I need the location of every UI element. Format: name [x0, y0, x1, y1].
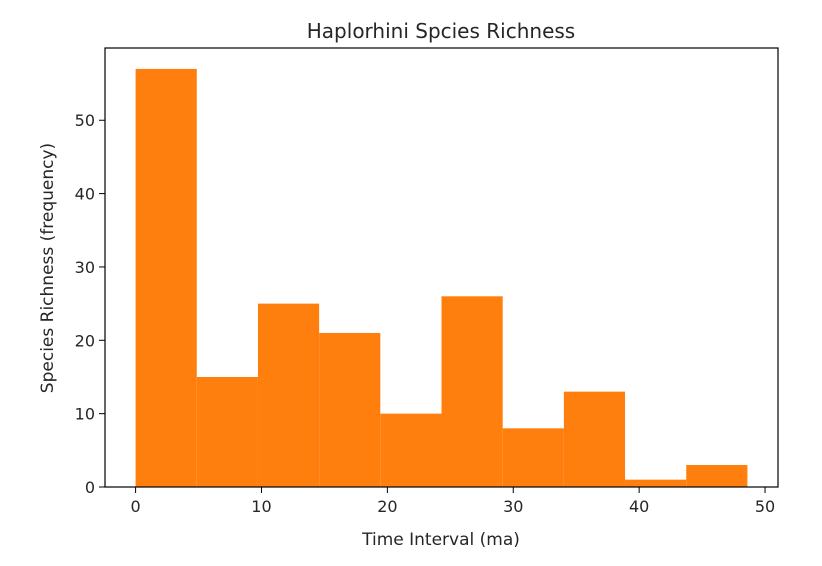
plot-frame — [104, 47, 779, 488]
x-tick-label: 30 — [503, 497, 523, 516]
histogram-bar — [135, 68, 197, 488]
histogram-bar — [380, 413, 442, 487]
x-tick-label: 40 — [629, 497, 649, 516]
x-tick-label: 20 — [377, 497, 397, 516]
y-tick-label: 0 — [85, 478, 95, 497]
y-tick-label: 20 — [75, 331, 95, 350]
x-axis-ticks: 0 10 20 30 40 50 — [130, 487, 775, 516]
y-tick-label: 40 — [75, 185, 95, 204]
y-axis-ticks: 0 10 20 30 40 50 — [75, 111, 105, 497]
histogram-bar — [196, 376, 258, 487]
y-tick-label: 10 — [75, 405, 95, 424]
histogram-bar — [441, 296, 503, 487]
y-tick-label: 50 — [75, 111, 95, 130]
histogram-bar — [502, 428, 564, 487]
x-tick-label: 10 — [251, 497, 271, 516]
histogram-bar — [563, 391, 626, 487]
bars-group — [135, 68, 748, 488]
y-tick-label: 30 — [75, 258, 95, 277]
x-axis-label: Time Interval (ma) — [361, 530, 520, 550]
chart-title: Haplorhini Spcies Richness — [307, 19, 575, 43]
x-tick-label: 50 — [755, 497, 775, 516]
histogram-bar — [319, 332, 381, 487]
y-axis-label: Species Richness (frequency) — [38, 143, 58, 393]
histogram-bar — [257, 303, 320, 487]
histogram-bar — [686, 464, 748, 487]
histogram-bar — [625, 479, 687, 487]
x-tick-label: 0 — [130, 497, 140, 516]
